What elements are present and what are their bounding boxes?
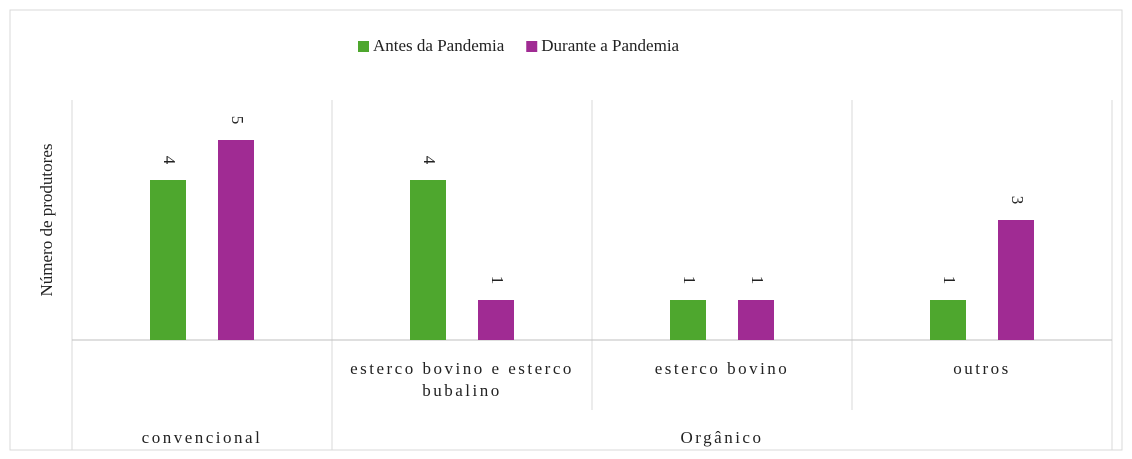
x-tick-label: esterco bovino	[654, 359, 790, 378]
bar	[410, 180, 446, 340]
group-label: Orgânico	[680, 428, 764, 447]
x-tick-label: esterco bovino e esterco bubalino	[350, 359, 574, 400]
x-tick-label: outros	[953, 359, 1011, 378]
legend-swatch	[358, 41, 369, 52]
legend-label: Durante a Pandemia	[541, 36, 679, 55]
value-label: 5	[228, 116, 247, 125]
bar	[738, 300, 774, 340]
bar	[930, 300, 966, 340]
value-label: 4	[160, 156, 179, 165]
value-label: 1	[488, 276, 507, 285]
value-label: 4	[420, 156, 439, 165]
legend-label: Antes da Pandemia	[373, 36, 505, 55]
value-label: 1	[748, 276, 767, 285]
bar	[998, 220, 1034, 340]
value-label: 1	[940, 276, 959, 285]
group-label: convencional	[141, 428, 263, 447]
y-axis-label: Número de produtores	[37, 144, 56, 297]
value-label: 1	[680, 276, 699, 285]
bar	[150, 180, 186, 340]
bar	[670, 300, 706, 340]
legend-swatch	[526, 41, 538, 52]
chart-border	[9, 9, 1123, 451]
bar	[478, 300, 514, 340]
bar	[218, 140, 254, 340]
value-label: 3	[1008, 196, 1027, 205]
